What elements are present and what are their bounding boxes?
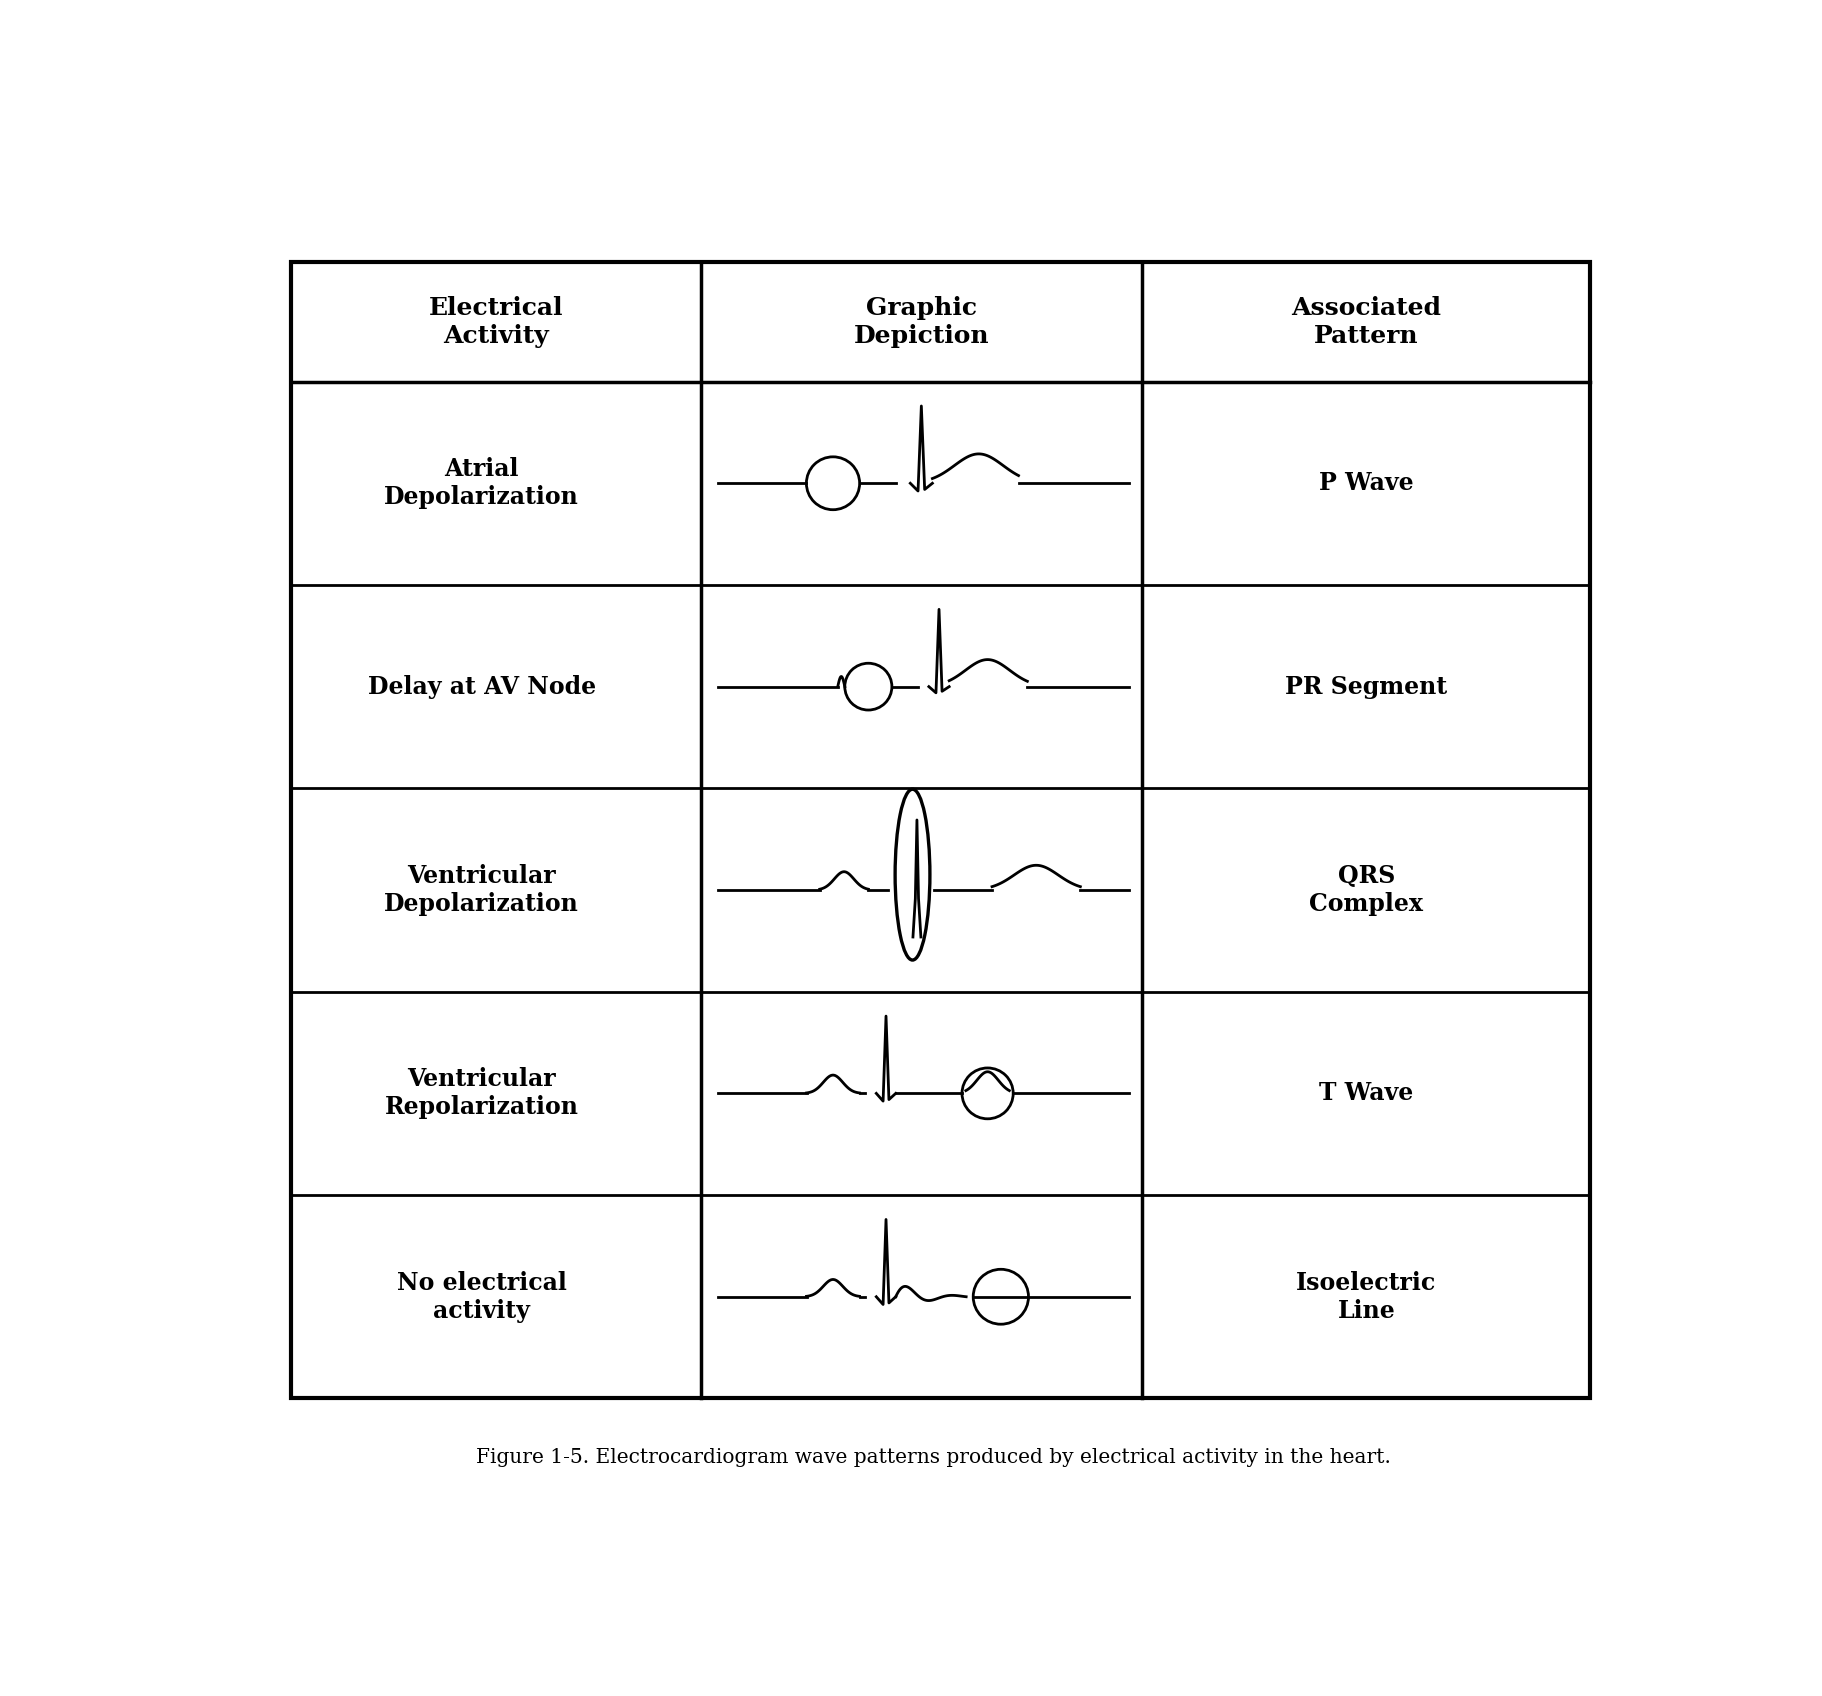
Text: Figure 1-5. Electrocardiogram wave patterns produced by electrical activity in t: Figure 1-5. Electrocardiogram wave patte… bbox=[476, 1448, 1392, 1467]
Text: PR Segment: PR Segment bbox=[1285, 675, 1447, 699]
Text: Associated
Pattern: Associated Pattern bbox=[1292, 297, 1441, 348]
Text: QRS
Complex: QRS Complex bbox=[1310, 863, 1423, 916]
Text: Ventricular
Repolarization: Ventricular Repolarization bbox=[384, 1067, 579, 1119]
Bar bbox=[292, 263, 1591, 1399]
Text: No electrical
activity: No electrical activity bbox=[397, 1270, 567, 1323]
Text: T Wave: T Wave bbox=[1319, 1082, 1414, 1106]
Text: Atrial
Depolarization: Atrial Depolarization bbox=[384, 458, 579, 509]
Text: P Wave: P Wave bbox=[1319, 471, 1414, 495]
Text: Electrical
Activity: Electrical Activity bbox=[428, 297, 563, 348]
Text: Graphic
Depiction: Graphic Depiction bbox=[853, 297, 989, 348]
Text: Ventricular
Depolarization: Ventricular Depolarization bbox=[384, 863, 579, 916]
Text: Delay at AV Node: Delay at AV Node bbox=[368, 675, 596, 699]
Text: Isoelectric
Line: Isoelectric Line bbox=[1295, 1270, 1436, 1323]
